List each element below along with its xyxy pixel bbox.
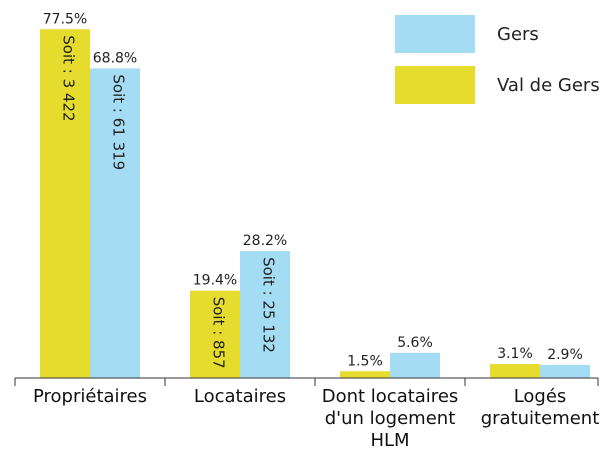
value-label: 19.4% — [193, 273, 237, 289]
bar — [240, 251, 290, 378]
bar — [40, 29, 90, 378]
count-label: Soit : 61 319 — [110, 74, 128, 170]
legend-label: Val de Gers — [497, 75, 600, 96]
bar — [340, 371, 390, 378]
legend-swatch — [395, 15, 475, 53]
bar — [90, 68, 140, 379]
value-label: 68.8% — [93, 50, 137, 66]
count-label: Soit : 3 422 — [60, 35, 78, 121]
bar — [190, 290, 240, 378]
value-label: 3.1% — [497, 346, 533, 362]
count-label: Soit : 857 — [210, 297, 228, 369]
legend-label: Gers — [497, 24, 539, 45]
bar — [390, 352, 440, 378]
legend-swatch — [395, 66, 475, 104]
value-label: 5.6% — [397, 335, 433, 351]
x-tick-label: Locataires — [193, 386, 287, 407]
value-label: 77.5% — [43, 11, 87, 27]
count-label: Soit : 25 132 — [260, 257, 278, 353]
value-label: 28.2% — [243, 233, 287, 249]
x-tick-label: Dont locataires d'un logement HLM — [321, 386, 459, 451]
value-label: 1.5% — [347, 353, 383, 369]
bar — [490, 364, 540, 378]
x-tick-label: Logés gratuitement — [480, 386, 600, 429]
bar — [540, 364, 590, 378]
value-label: 2.9% — [547, 347, 583, 363]
x-tick-label: Propriétaires — [32, 386, 147, 407]
